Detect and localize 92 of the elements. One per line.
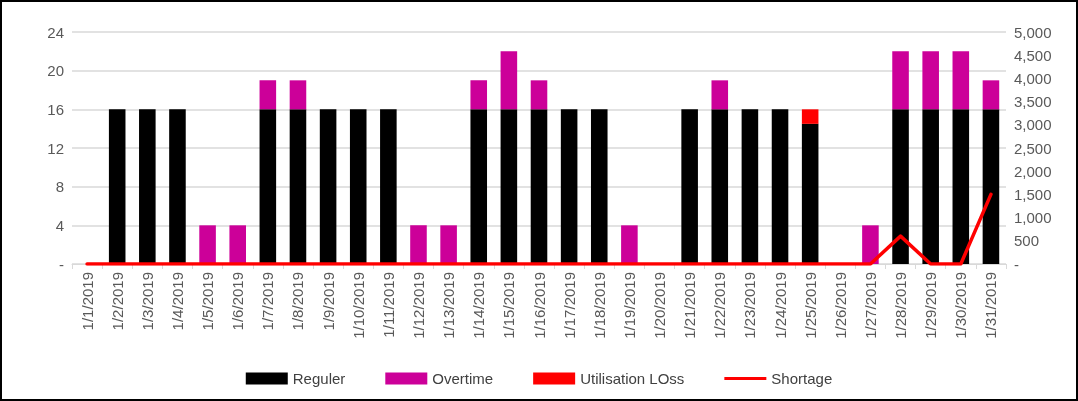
- y2-tick-label: 1,000: [1014, 209, 1052, 227]
- y2-tick-label: 4,000: [1014, 69, 1052, 87]
- x-tick-label: 1/12/2019: [409, 272, 427, 339]
- bar: [259, 80, 277, 110]
- y-tick-label: -: [59, 255, 64, 273]
- bar: [862, 225, 879, 264]
- y2-tick-label: 3,500: [1014, 93, 1052, 111]
- y2-tick-label: 3,000: [1014, 116, 1052, 134]
- bar: [500, 51, 518, 110]
- x-tick-label: 1/23/2019: [741, 272, 759, 339]
- x-tick-label: 1/7/2019: [259, 272, 277, 331]
- x-tick-label: 1/24/2019: [771, 272, 789, 339]
- bar: [952, 109, 970, 264]
- legend-label: Reguler: [292, 370, 346, 387]
- bar: [349, 109, 367, 264]
- bar: [530, 109, 548, 264]
- x-tick-label: 1/29/2019: [922, 272, 940, 339]
- bar: [410, 225, 427, 264]
- x-tick-label: 1/11/2019: [379, 272, 397, 338]
- y-tick-label: 8: [55, 178, 64, 196]
- bar: [922, 109, 939, 264]
- legend-label: Shortage: [771, 370, 833, 387]
- bar: [169, 109, 186, 264]
- x-tick-label: 1/30/2019: [952, 272, 970, 339]
- y2-tick-label: 5,000: [1014, 23, 1052, 41]
- x-tick-label: 1/5/2019: [199, 272, 217, 331]
- bar: [470, 80, 488, 110]
- bar: [259, 109, 277, 264]
- bar: [470, 109, 488, 264]
- x-tick-label: 1/28/2019: [892, 272, 910, 339]
- bar: [199, 225, 216, 264]
- y2-tick-label: 2,000: [1014, 162, 1052, 180]
- y2-tick-label: 500: [1014, 232, 1040, 250]
- x-tick-label: 1/16/2019: [530, 272, 548, 339]
- y2-tick-label: 2,500: [1014, 139, 1052, 157]
- bar: [982, 109, 1000, 264]
- bar: [440, 225, 457, 264]
- x-tick-label: 1/27/2019: [861, 272, 879, 339]
- bar: [711, 80, 729, 110]
- y-tick-label: 20: [47, 62, 64, 80]
- bar: [801, 123, 819, 264]
- bar: [289, 109, 307, 264]
- y-tick-label: 24: [47, 23, 64, 41]
- x-tick-label: 1/14/2019: [470, 272, 488, 339]
- x-tick-label: 1/1/2019: [78, 272, 96, 331]
- bar: [500, 109, 518, 264]
- y2-tick-label: 1,500: [1014, 185, 1052, 203]
- x-tick-label: 1/3/2019: [138, 272, 156, 331]
- bar: [319, 109, 337, 264]
- bar: [139, 109, 156, 264]
- bar: [380, 109, 397, 264]
- y2-tick-label: -: [1014, 255, 1019, 273]
- y-tick-label: 12: [47, 139, 64, 157]
- x-tick-label: 1/22/2019: [711, 272, 729, 339]
- bar: [108, 109, 126, 264]
- bar: [771, 109, 789, 264]
- bar: [892, 51, 909, 110]
- bar: [741, 109, 759, 264]
- bar: [681, 109, 698, 264]
- legend-label: Overtime: [432, 370, 494, 387]
- x-tick-label: 1/13/2019: [440, 272, 458, 339]
- x-tick-label: 1/17/2019: [560, 272, 578, 339]
- bar: [621, 225, 638, 264]
- x-tick-label: 1/19/2019: [620, 272, 638, 339]
- y-tick-label: 16: [47, 100, 64, 118]
- bar: [892, 109, 909, 264]
- x-tick-label: 1/2/2019: [108, 272, 126, 331]
- x-tick-label: 1/6/2019: [229, 272, 247, 331]
- bar: [229, 225, 246, 264]
- bar: [530, 80, 548, 110]
- bar: [711, 109, 729, 264]
- bar: [922, 51, 939, 110]
- x-tick-label: 1/10/2019: [349, 272, 367, 339]
- x-tick-label: 1/4/2019: [168, 272, 186, 331]
- x-tick-label: 1/9/2019: [319, 272, 337, 331]
- x-tick-label: 1/15/2019: [500, 272, 518, 339]
- x-tick-label: 1/31/2019: [982, 272, 1000, 339]
- bar: [952, 51, 970, 110]
- legend-label: Utilisation LOss: [580, 370, 685, 387]
- bar: [801, 109, 819, 124]
- y-tick-label: 4: [55, 216, 64, 234]
- bar: [560, 109, 578, 264]
- bar: [590, 109, 608, 264]
- y2-tick-label: 4,500: [1014, 46, 1052, 64]
- x-tick-label: 1/25/2019: [801, 272, 819, 339]
- bar: [982, 80, 1000, 110]
- x-tick-label: 1/21/2019: [681, 272, 699, 339]
- x-tick-label: 1/20/2019: [651, 272, 669, 339]
- x-tick-label: 1/18/2019: [590, 272, 608, 339]
- x-tick-label: 1/8/2019: [289, 272, 307, 331]
- bar: [289, 80, 307, 110]
- x-tick-label: 1/26/2019: [831, 272, 849, 339]
